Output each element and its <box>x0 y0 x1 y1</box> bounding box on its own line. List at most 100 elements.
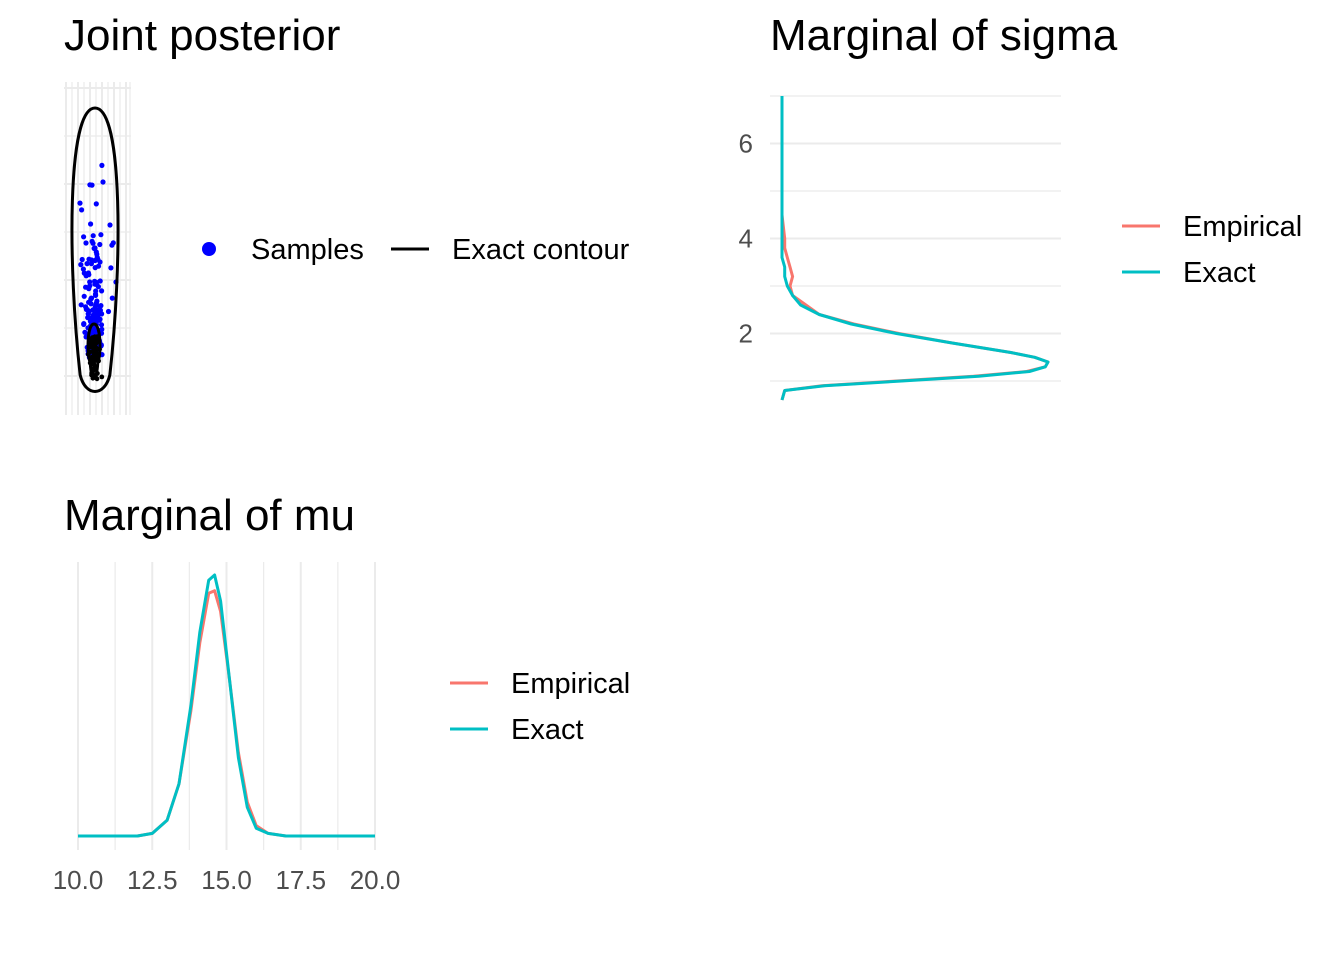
sample-point <box>92 245 98 251</box>
sigma-legend-exact-label: Exact <box>1183 257 1256 289</box>
sample-point <box>79 207 85 213</box>
legend-samples-label: Samples <box>251 234 364 266</box>
sample-point <box>105 308 112 315</box>
sample-point <box>92 313 98 319</box>
sample-point <box>85 315 91 321</box>
joint-legend: Samples Exact contour <box>202 234 630 266</box>
contour-core-point <box>91 374 97 380</box>
mu-density-lines <box>78 573 375 838</box>
mu-x-ticks: 10.0 12.5 15.0 17.5 20.0 <box>53 865 401 895</box>
contour-core-point <box>95 371 100 376</box>
sample-point <box>88 295 94 301</box>
mu-marginal-title: Marginal of mu <box>64 491 356 540</box>
sample-point <box>86 272 92 278</box>
exact-contour-outer <box>70 106 120 393</box>
sample-point <box>90 233 96 239</box>
legend-contour-label: Exact contour <box>452 234 630 266</box>
mu-line-exact <box>78 573 375 838</box>
contour-core-point <box>92 356 98 362</box>
sample-point <box>86 256 92 262</box>
mu-legend: Empirical Exact <box>450 668 630 746</box>
sigma-line-exact <box>780 96 1050 401</box>
sample-point <box>90 326 96 332</box>
sample-point <box>87 283 93 289</box>
sample-point <box>96 317 103 323</box>
sigma-marginal-panel: 2 4 6 Empirical Exact <box>739 95 1302 401</box>
contour-core-point <box>96 358 101 364</box>
sigma-y-tick-label: 4 <box>739 224 753 254</box>
sample-point <box>93 201 99 207</box>
sigma-legend: Empirical Exact <box>1122 211 1302 289</box>
sample-point <box>99 288 105 294</box>
sample-point <box>77 200 83 206</box>
sample-point <box>98 322 105 328</box>
sample-point <box>100 179 106 185</box>
sample-point <box>94 298 100 304</box>
contour-core-point <box>91 346 97 352</box>
mu-x-tick-label: 15.0 <box>201 865 252 895</box>
mu-marginal-panel: 10.0 12.5 15.0 17.5 20.0 Empirical Exact <box>53 562 630 895</box>
joint-posterior-title: Joint posterior <box>64 11 341 60</box>
sample-point <box>93 302 99 308</box>
sample-point <box>107 222 113 228</box>
sample-point <box>86 299 92 305</box>
sample-point <box>90 240 96 246</box>
mu-legend-empirical-label: Empirical <box>511 668 630 700</box>
sample-point <box>99 311 105 317</box>
sample-point <box>83 240 89 246</box>
contour-core-point <box>95 334 100 340</box>
sample-point <box>97 303 103 309</box>
sample-point <box>97 278 103 284</box>
sample-point <box>92 278 98 284</box>
sample-point <box>87 279 93 285</box>
mu-x-tick-label: 17.5 <box>275 865 326 895</box>
sample-point <box>85 311 91 317</box>
contour-core-point <box>87 360 93 366</box>
sample-point <box>97 241 103 248</box>
joint-contours <box>70 106 120 393</box>
sample-point <box>109 295 115 301</box>
contour-core-point <box>90 335 95 341</box>
sigma-gridlines <box>770 95 1061 382</box>
sample-point <box>78 262 84 268</box>
contour-core-point <box>99 374 105 380</box>
sample-point <box>79 256 85 263</box>
sample-point <box>81 321 87 327</box>
mu-legend-exact-label: Exact <box>511 714 584 746</box>
sigma-y-ticks: 2 4 6 <box>739 129 753 349</box>
sample-point <box>87 182 93 188</box>
mu-gridlines <box>77 562 376 850</box>
mu-x-tick-label: 12.5 <box>127 865 178 895</box>
sigma-marginal-title: Marginal of sigma <box>770 11 1118 60</box>
contour-core-point <box>88 341 94 347</box>
sample-point <box>94 307 100 313</box>
sample-point <box>97 259 103 265</box>
mu-x-tick-label: 20.0 <box>350 865 401 895</box>
mu-x-tick-label: 10.0 <box>53 865 104 895</box>
sample-point <box>78 302 84 308</box>
sample-point <box>82 329 88 335</box>
sigma-y-tick-label: 2 <box>739 319 753 349</box>
sigma-density-lines <box>780 96 1050 401</box>
sample-point <box>81 234 87 240</box>
legend-samples-key <box>202 242 216 256</box>
sample-point <box>92 265 98 271</box>
sample-point <box>108 265 114 271</box>
sigma-line-empirical <box>780 96 1050 401</box>
joint-posterior-panel: Samples Exact contour <box>64 82 630 415</box>
sample-point <box>81 293 87 299</box>
contour-core-point <box>92 363 98 369</box>
sample-point <box>93 288 99 294</box>
sample-point <box>88 221 94 227</box>
sigma-legend-empirical-label: Empirical <box>1183 211 1302 243</box>
contour-core-point <box>86 351 91 357</box>
sample-point <box>88 261 94 267</box>
sample-point <box>83 304 89 310</box>
sample-point <box>98 232 104 238</box>
contour-core-point <box>90 367 96 373</box>
sample-point <box>80 266 86 272</box>
sample-point <box>84 261 90 267</box>
sample-point <box>109 242 115 248</box>
sample-point <box>94 251 100 257</box>
